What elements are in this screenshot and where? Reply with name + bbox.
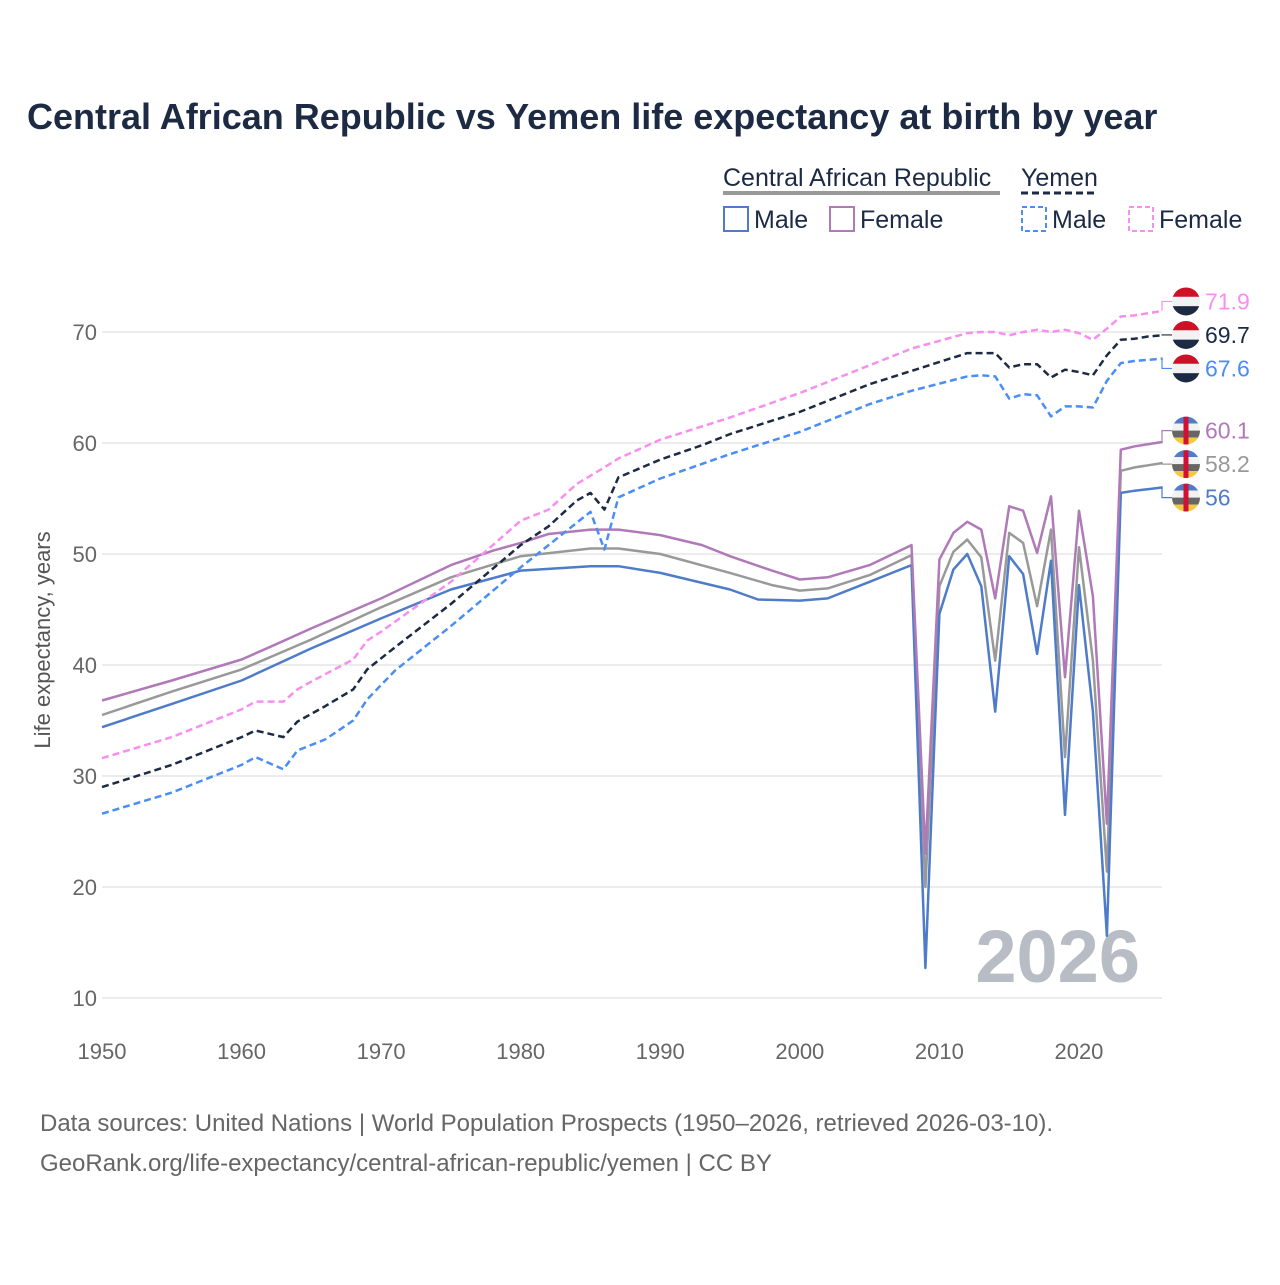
y-tick-label: 20 xyxy=(73,875,97,900)
yemen-flag-icon xyxy=(1172,287,1200,315)
end-value-label: 58.2 xyxy=(1205,451,1250,477)
yemen-flag-icon xyxy=(1172,321,1200,349)
end-value-label: 71.9 xyxy=(1205,288,1250,314)
x-tick-label: 2000 xyxy=(775,1039,824,1064)
x-tick-label: 1990 xyxy=(636,1039,685,1064)
current-year-watermark: 2026 xyxy=(975,915,1140,998)
end-value-label: 60.1 xyxy=(1205,418,1250,444)
legend-group-yemen[interactable]: Yemen xyxy=(1021,164,1098,192)
x-tick-label: 1950 xyxy=(78,1039,127,1064)
y-tick-label: 60 xyxy=(73,431,97,456)
x-axis-ticks: 1950 1960 1970 1980 1990 2000 2010 2020 xyxy=(78,1039,1104,1064)
y-tick-label: 10 xyxy=(73,986,97,1011)
x-tick-label: 1980 xyxy=(496,1039,545,1064)
legend-yemen-male-swatch[interactable] xyxy=(1022,207,1046,231)
series-line-central-african-republic-both[interactable] xyxy=(102,463,1163,887)
label-connector xyxy=(1162,487,1172,497)
chart-title: Central African Republic vs Yemen life e… xyxy=(27,96,1157,137)
y-axis-ticks: 10 20 30 40 50 60 70 xyxy=(73,320,97,1011)
end-value-label: 56 xyxy=(1205,485,1231,511)
x-tick-label: 1970 xyxy=(357,1039,406,1064)
label-connector xyxy=(1162,463,1172,464)
y-axis-label: Life expectancy, years xyxy=(30,531,55,748)
car-flag-icon xyxy=(1172,417,1200,445)
series-line-central-african-republic-female[interactable] xyxy=(102,442,1163,854)
x-tick-label: 2010 xyxy=(915,1039,964,1064)
y-tick-label: 40 xyxy=(73,653,97,678)
legend-yemen-female-label[interactable]: Female xyxy=(1159,206,1242,234)
series-line-yemen-female[interactable] xyxy=(102,311,1163,758)
series-line-yemen-both[interactable] xyxy=(102,335,1163,787)
legend-car-female-swatch[interactable] xyxy=(830,207,854,231)
label-connector xyxy=(1162,359,1172,369)
series-lines xyxy=(102,311,1163,968)
legend-yemen-female-swatch[interactable] xyxy=(1129,207,1153,231)
footer-source: Data sources: United Nations | World Pop… xyxy=(40,1110,1053,1137)
yemen-flag-icon xyxy=(1172,354,1200,382)
legend-car-male-swatch[interactable] xyxy=(724,207,748,231)
end-value-label: 69.7 xyxy=(1205,322,1250,348)
car-flag-icon xyxy=(1172,484,1200,512)
legend-car-male-label[interactable]: Male xyxy=(754,206,808,234)
grid xyxy=(102,332,1162,998)
x-tick-label: 1960 xyxy=(217,1039,266,1064)
legend-group-car[interactable]: Central African Republic xyxy=(723,164,991,192)
car-flag-icon xyxy=(1172,450,1200,478)
legend: Central African Republic Male Female Yem… xyxy=(723,164,1242,234)
y-tick-label: 70 xyxy=(73,320,97,345)
label-connector xyxy=(1162,301,1172,310)
end-value-label: 67.6 xyxy=(1205,355,1250,381)
x-tick-label: 2020 xyxy=(1054,1039,1103,1064)
label-connector xyxy=(1162,431,1172,442)
legend-yemen-male-label[interactable]: Male xyxy=(1052,206,1106,234)
legend-car-female-label[interactable]: Female xyxy=(860,206,943,234)
footer-url[interactable]: GeoRank.org/life-expectancy/central-afri… xyxy=(40,1150,772,1177)
series-line-central-african-republic-male[interactable] xyxy=(102,487,1163,968)
end-labels: 71.9 69.7 67.6 60.1 58.2 56 xyxy=(1162,287,1250,511)
y-tick-label: 30 xyxy=(73,764,97,789)
y-tick-label: 50 xyxy=(73,542,97,567)
